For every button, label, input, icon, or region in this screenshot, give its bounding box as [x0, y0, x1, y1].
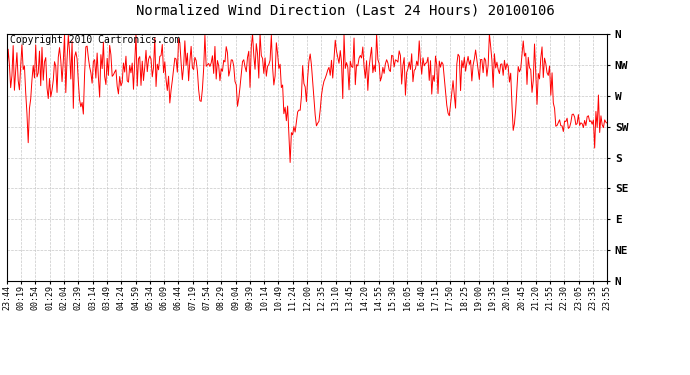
Text: Copyright 2010 Cartronics.com: Copyright 2010 Cartronics.com [10, 35, 180, 45]
Text: Normalized Wind Direction (Last 24 Hours) 20100106: Normalized Wind Direction (Last 24 Hours… [136, 4, 554, 18]
